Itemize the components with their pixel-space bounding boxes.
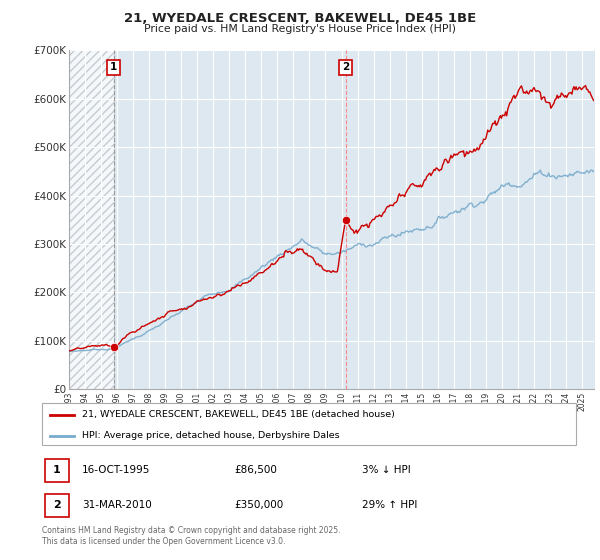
Text: 1: 1 xyxy=(53,465,61,475)
Text: 16-OCT-1995: 16-OCT-1995 xyxy=(82,465,151,475)
Text: 2: 2 xyxy=(342,62,349,72)
Bar xyxy=(69,50,114,389)
Text: £86,500: £86,500 xyxy=(234,465,277,475)
Text: 3% ↓ HPI: 3% ↓ HPI xyxy=(362,465,411,475)
Text: £350,000: £350,000 xyxy=(234,501,283,510)
FancyBboxPatch shape xyxy=(44,459,69,482)
FancyBboxPatch shape xyxy=(44,494,69,516)
Text: Contains HM Land Registry data © Crown copyright and database right 2025.
This d: Contains HM Land Registry data © Crown c… xyxy=(42,526,341,546)
Text: 29% ↑ HPI: 29% ↑ HPI xyxy=(362,501,418,510)
Text: 31-MAR-2010: 31-MAR-2010 xyxy=(82,501,152,510)
Text: Price paid vs. HM Land Registry's House Price Index (HPI): Price paid vs. HM Land Registry's House … xyxy=(144,24,456,34)
Text: 2: 2 xyxy=(53,501,61,510)
Text: 21, WYEDALE CRESCENT, BAKEWELL, DE45 1BE: 21, WYEDALE CRESCENT, BAKEWELL, DE45 1BE xyxy=(124,12,476,25)
Text: 21, WYEDALE CRESCENT, BAKEWELL, DE45 1BE (detached house): 21, WYEDALE CRESCENT, BAKEWELL, DE45 1BE… xyxy=(82,410,395,419)
Text: 1: 1 xyxy=(110,62,118,72)
FancyBboxPatch shape xyxy=(42,403,576,445)
Text: HPI: Average price, detached house, Derbyshire Dales: HPI: Average price, detached house, Derb… xyxy=(82,431,340,441)
